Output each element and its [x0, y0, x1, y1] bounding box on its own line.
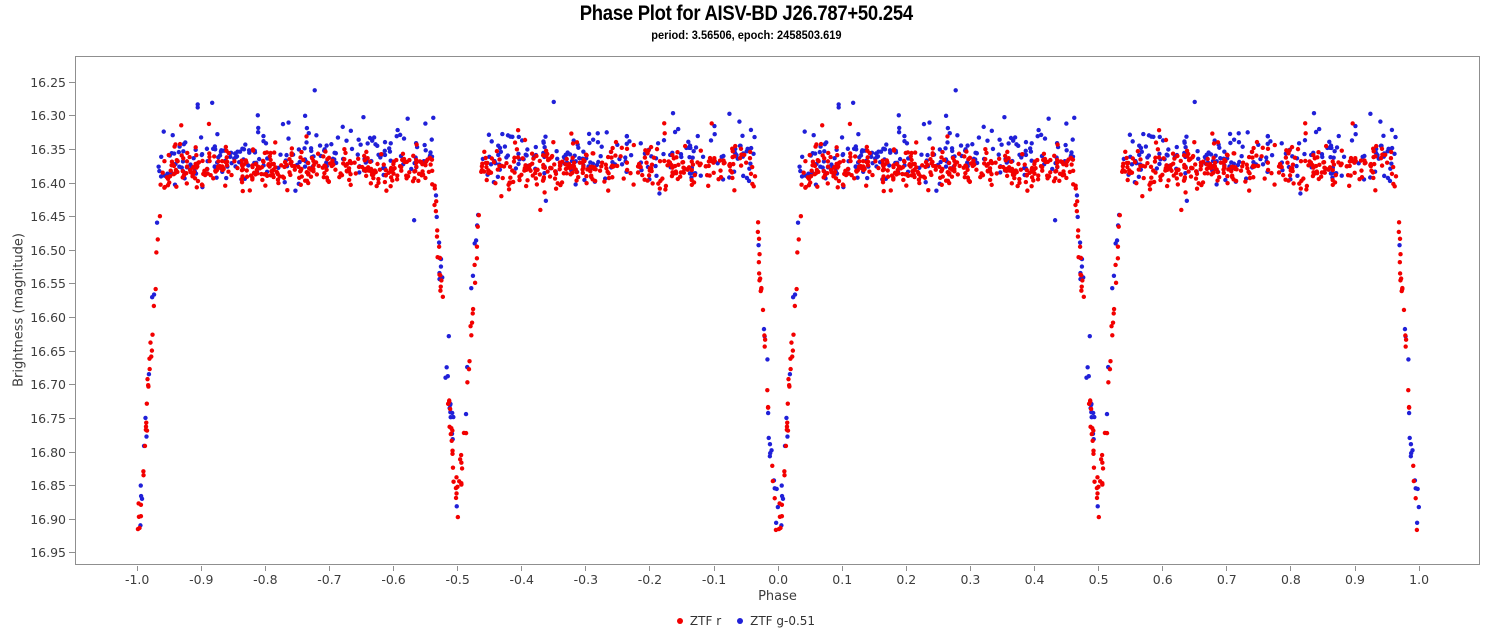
y-tick-mark	[69, 417, 75, 419]
y-tick-label: 16.25	[30, 74, 66, 90]
x-tick-mark	[585, 566, 587, 571]
x-tick-mark	[200, 566, 202, 571]
x-tick-label: -0.5	[445, 572, 470, 587]
x-tick-label: 0.4	[1024, 572, 1045, 587]
x-tick-mark	[905, 566, 907, 571]
x-tick-label: -1.0	[124, 572, 150, 587]
y-tick-mark	[69, 81, 75, 83]
y-tick-label: 16.50	[30, 242, 66, 258]
legend-marker-ztf-r-icon	[676, 618, 683, 624]
legend-label-ztf-r: ZTF r	[689, 614, 722, 628]
x-tick-label: 0.1	[832, 572, 853, 587]
y-tick-mark	[69, 451, 75, 453]
x-tick-label: 0.2	[896, 572, 917, 587]
y-tick-label: 16.60	[30, 310, 66, 326]
x-tick-mark	[1290, 566, 1292, 571]
x-tick-label: 0.5	[1088, 572, 1109, 587]
legend-item-ztf-r: ZTF r	[676, 614, 722, 628]
x-tick-label: -0.4	[509, 572, 534, 587]
x-tick-label: -0.6	[381, 572, 406, 587]
x-tick-label: -0.8	[253, 572, 278, 587]
y-tick-mark	[69, 350, 75, 352]
x-tick-label: 0.7	[1216, 572, 1237, 587]
y-tick-label: 16.90	[30, 511, 66, 527]
y-tick-mark	[69, 115, 75, 117]
chart-title: Phase Plot for AISV-BD J26.787+50.254	[0, 2, 1492, 26]
x-tick-label: -0.3	[573, 572, 599, 587]
chart-subtitle: period: 3.56506, epoch: 2458503.619	[0, 28, 1492, 42]
y-tick-label: 16.40	[30, 175, 66, 191]
x-tick-label: 0.3	[960, 572, 981, 587]
x-tick-label: -0.2	[637, 572, 663, 587]
x-tick-mark	[1418, 566, 1420, 571]
x-tick-mark	[136, 566, 138, 571]
x-tick-mark	[264, 566, 266, 571]
x-tick-mark	[457, 566, 459, 571]
x-tick-mark	[1354, 566, 1356, 571]
y-tick-mark	[69, 317, 75, 319]
x-tick-mark	[393, 566, 395, 571]
x-tick-label: -0.7	[317, 572, 342, 587]
x-tick-mark	[649, 566, 651, 571]
x-tick-mark	[969, 566, 971, 571]
x-tick-mark	[777, 566, 779, 571]
y-tick-label: 16.75	[30, 410, 66, 426]
y-tick-mark	[69, 216, 75, 218]
y-tick-mark	[69, 148, 75, 150]
x-tick-label: -0.1	[701, 572, 727, 587]
y-tick-mark	[69, 182, 75, 184]
x-tick-mark	[1098, 566, 1100, 571]
x-tick-label: 0.6	[1152, 572, 1173, 587]
y-tick-label: 16.35	[30, 141, 66, 157]
x-tick-label: 0.9	[1345, 572, 1365, 587]
x-tick-label: -0.9	[189, 572, 214, 587]
y-tick-mark	[69, 384, 75, 386]
y-tick-label: 16.70	[30, 377, 66, 393]
x-tick-mark	[1226, 566, 1228, 571]
x-axis-label: Phase	[758, 589, 797, 604]
y-tick-mark	[69, 283, 75, 285]
x-tick-label: 1.0	[1409, 572, 1430, 587]
x-tick-label: 0.0	[768, 572, 789, 587]
legend-item-ztf-g: ZTF g-0.51	[737, 614, 815, 628]
y-tick-mark	[69, 485, 75, 487]
y-tick-label: 16.80	[30, 444, 66, 460]
x-tick-label: 0.8	[1280, 572, 1301, 587]
x-tick-mark	[713, 566, 715, 571]
legend-marker-ztf-g-icon	[737, 618, 744, 624]
legend: ZTF r ZTF g-0.51	[0, 614, 1492, 628]
x-tick-mark	[521, 566, 523, 571]
y-tick-label: 16.65	[30, 343, 66, 359]
x-tick-mark	[328, 566, 330, 571]
y-tick-mark	[69, 518, 75, 520]
y-tick-mark	[69, 552, 75, 554]
y-tick-label: 16.30	[30, 108, 66, 124]
chart-subtitle-text: period: 3.56506, epoch: 2458503.619	[650, 28, 842, 42]
y-tick-label: 16.45	[30, 209, 66, 225]
legend-label-ztf-g: ZTF g-0.51	[750, 614, 816, 628]
chart-title-text: Phase Plot for AISV-BD J26.787+50.254	[579, 2, 913, 25]
x-tick-mark	[1034, 566, 1036, 571]
y-tick-mark	[69, 249, 75, 251]
scatter-canvas	[75, 56, 1480, 565]
y-tick-label: 16.85	[30, 478, 66, 494]
y-tick-label: 16.55	[30, 276, 66, 292]
y-tick-label: 16.95	[30, 545, 66, 561]
x-tick-mark	[1162, 566, 1164, 571]
x-tick-mark	[841, 566, 843, 571]
